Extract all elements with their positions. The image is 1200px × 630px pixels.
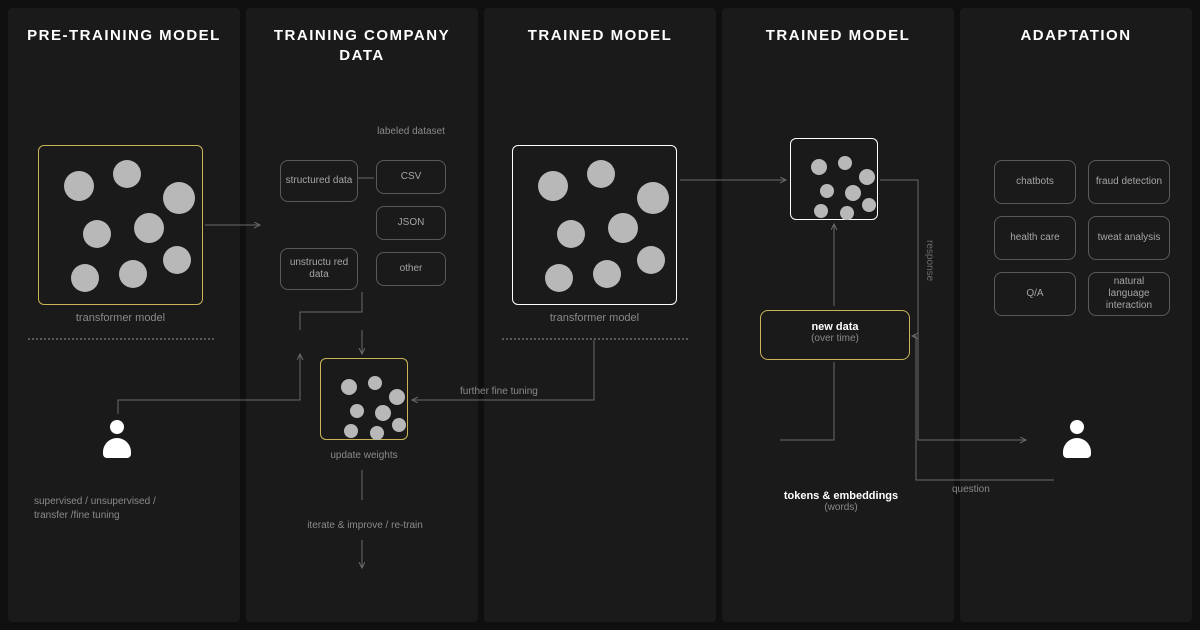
model-dot — [163, 182, 195, 214]
model-dot — [368, 376, 382, 390]
question-label: question — [952, 484, 1022, 495]
labeled-dataset: labeled dataset — [376, 126, 446, 137]
model-dot — [637, 246, 665, 274]
pill-nli: natural language interaction — [1088, 272, 1170, 316]
model-dot — [344, 424, 358, 438]
model-dot — [350, 404, 364, 418]
model-dot — [862, 198, 876, 212]
model-dot — [83, 220, 111, 248]
pill-csv: CSV — [376, 160, 446, 194]
c1-note-l1: supervised / unsupervised / — [34, 496, 214, 507]
col-title-2: TRAINING COMPANY DATA — [260, 26, 464, 74]
c1-model-caption: transformer model — [38, 312, 203, 324]
model-dot — [557, 220, 585, 248]
pill-chatbots: chatbots — [994, 160, 1076, 204]
model-dot — [845, 185, 861, 201]
model-dot — [64, 171, 94, 201]
dotted-sep-3 — [502, 338, 688, 340]
pill-health: health care — [994, 216, 1076, 260]
pill-tweat: tweat analysis — [1088, 216, 1170, 260]
model-dot — [820, 184, 834, 198]
c3-model-caption: transformer model — [512, 312, 677, 324]
model-dot — [113, 160, 141, 188]
pill-unstructured: unstructu red data — [280, 248, 358, 290]
dotted-sep-1 — [28, 338, 214, 340]
c3-model-box — [512, 145, 677, 305]
model-dot — [637, 182, 669, 214]
model-dot — [134, 213, 164, 243]
col-title-1: PRE-TRAINING MODEL — [22, 26, 226, 74]
model-dot — [608, 213, 638, 243]
model-dot — [593, 260, 621, 288]
pill-other: other — [376, 252, 446, 286]
model-dot — [370, 426, 384, 440]
model-dot — [811, 159, 827, 175]
pill-json: JSON — [376, 206, 446, 240]
iterate-text: iterate & improve / re-train — [280, 520, 450, 531]
pill-structured: structured data — [280, 160, 358, 202]
c1-note-l2: transfer /fine tuning — [34, 510, 214, 521]
pill-fraud: fraud detection — [1088, 160, 1170, 204]
col-title-5: ADAPTATION — [974, 26, 1178, 74]
pill-qa: Q/A — [994, 272, 1076, 316]
new-data-title: new data — [767, 321, 903, 333]
model-dot — [375, 405, 391, 421]
c2-mini-model — [320, 358, 408, 440]
fine-tuning-label: further fine tuning — [460, 386, 600, 397]
model-dot — [71, 264, 99, 292]
person-icon-left — [100, 420, 134, 466]
tokens-l2: (words) — [756, 502, 926, 513]
col-title-3: TRAINED MODEL — [498, 26, 702, 74]
model-dot — [545, 264, 573, 292]
new-data-box: new data(over time) — [760, 310, 910, 360]
new-data-subtitle: (over time) — [767, 333, 903, 344]
model-dot — [538, 171, 568, 201]
model-dot — [119, 260, 147, 288]
c4-mini-model — [790, 138, 878, 220]
model-dot — [859, 169, 875, 185]
model-dot — [392, 418, 406, 432]
model-dot — [838, 156, 852, 170]
model-dot — [814, 204, 828, 218]
response-label: response — [924, 240, 935, 281]
model-dot — [840, 206, 854, 220]
model-dot — [163, 246, 191, 274]
model-dot — [389, 389, 405, 405]
model-dot — [341, 379, 357, 395]
person-icon-right — [1060, 420, 1094, 466]
update-weights: update weights — [300, 450, 428, 461]
c1-model-box — [38, 145, 203, 305]
model-dot — [587, 160, 615, 188]
tokens-block: tokens & embeddings (words) — [756, 490, 926, 513]
col-title-4: TRAINED MODEL — [736, 26, 940, 74]
tokens-l1: tokens & embeddings — [756, 490, 926, 502]
